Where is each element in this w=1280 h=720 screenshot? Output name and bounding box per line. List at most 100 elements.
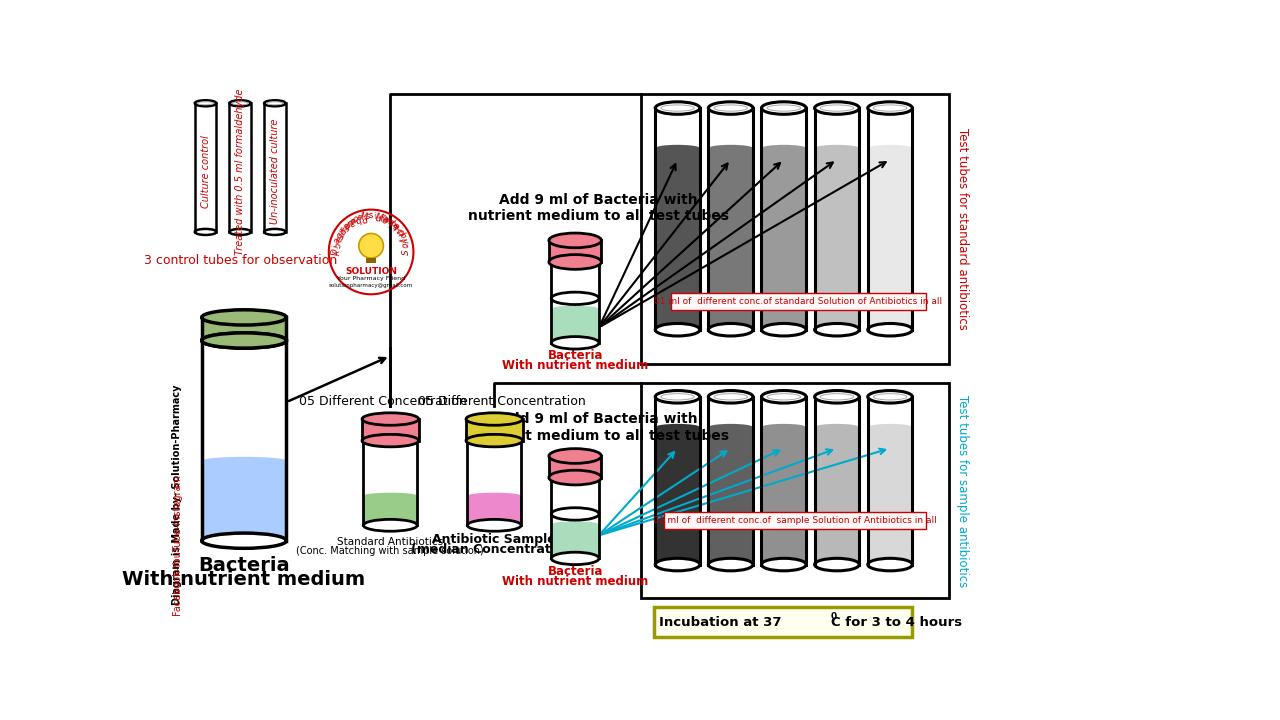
Bar xyxy=(655,397,700,564)
Bar xyxy=(467,441,521,526)
Ellipse shape xyxy=(709,324,753,336)
Ellipse shape xyxy=(195,100,216,107)
Text: y: y xyxy=(399,236,410,244)
Text: y: y xyxy=(338,225,348,234)
Polygon shape xyxy=(202,341,287,541)
Bar xyxy=(814,108,859,330)
Ellipse shape xyxy=(202,333,287,348)
Text: M: M xyxy=(375,212,384,223)
Text: Diagram is Made by- Solution-Pharmacy: Diagram is Made by- Solution-Pharmacy xyxy=(172,384,182,605)
Ellipse shape xyxy=(364,520,417,531)
Text: d: d xyxy=(385,217,396,228)
Polygon shape xyxy=(552,262,599,298)
Ellipse shape xyxy=(655,102,700,114)
Text: i: i xyxy=(360,213,365,222)
Text: Test tubes for standard antibiotics: Test tubes for standard antibiotics xyxy=(956,128,969,330)
Ellipse shape xyxy=(229,229,251,235)
FancyBboxPatch shape xyxy=(640,383,948,598)
Text: a: a xyxy=(342,221,352,231)
Text: -: - xyxy=(401,243,411,248)
Text: Bacteria: Bacteria xyxy=(548,349,603,362)
Ellipse shape xyxy=(815,145,859,151)
Text: u: u xyxy=(396,228,406,237)
Ellipse shape xyxy=(364,435,417,446)
Bar xyxy=(655,148,699,330)
Bar xyxy=(366,258,376,264)
Ellipse shape xyxy=(708,558,753,571)
Text: m: m xyxy=(346,216,358,228)
Bar xyxy=(362,419,419,441)
Text: l: l xyxy=(399,235,408,241)
Ellipse shape xyxy=(552,552,599,564)
Ellipse shape xyxy=(762,323,806,336)
Text: Incubation at 37: Incubation at 37 xyxy=(659,616,782,629)
Bar xyxy=(264,103,285,232)
Ellipse shape xyxy=(467,519,521,531)
Bar xyxy=(195,103,216,232)
Bar xyxy=(552,309,599,343)
Text: solutionpharmacy@gmail.com: solutionpharmacy@gmail.com xyxy=(329,282,413,287)
Text: i: i xyxy=(388,218,394,227)
Text: a: a xyxy=(347,217,356,228)
FancyBboxPatch shape xyxy=(654,607,911,637)
Text: Test tubes for sample antibiotics: Test tubes for sample antibiotics xyxy=(956,395,969,587)
Text: m: m xyxy=(378,212,388,223)
Ellipse shape xyxy=(815,559,859,571)
Bar xyxy=(549,240,602,262)
Ellipse shape xyxy=(868,558,913,571)
Ellipse shape xyxy=(814,102,859,114)
Text: b: b xyxy=(340,221,351,232)
Text: S: S xyxy=(402,249,411,255)
Bar xyxy=(708,108,753,330)
Ellipse shape xyxy=(655,323,700,336)
Text: y: y xyxy=(332,249,340,255)
Ellipse shape xyxy=(709,424,753,430)
Text: i: i xyxy=(332,244,340,248)
Ellipse shape xyxy=(815,424,859,430)
Ellipse shape xyxy=(762,390,806,403)
Bar xyxy=(364,495,417,526)
Ellipse shape xyxy=(762,559,806,571)
Bar xyxy=(762,397,806,564)
Bar xyxy=(467,495,521,526)
Ellipse shape xyxy=(655,559,699,571)
Bar xyxy=(868,427,913,564)
Text: -: - xyxy=(335,229,346,236)
Ellipse shape xyxy=(552,472,599,484)
Bar xyxy=(466,419,522,441)
Ellipse shape xyxy=(552,337,599,348)
Ellipse shape xyxy=(202,456,285,464)
Ellipse shape xyxy=(708,390,753,403)
Ellipse shape xyxy=(655,390,700,403)
Text: b: b xyxy=(397,230,407,240)
Text: 0: 0 xyxy=(831,612,837,621)
Ellipse shape xyxy=(467,520,521,531)
Ellipse shape xyxy=(552,508,599,520)
Circle shape xyxy=(358,233,384,258)
Bar xyxy=(868,397,913,564)
Text: g: g xyxy=(334,230,346,240)
Ellipse shape xyxy=(762,424,806,430)
Ellipse shape xyxy=(814,323,859,336)
Text: i: i xyxy=(396,226,403,233)
Text: a: a xyxy=(333,236,343,245)
Ellipse shape xyxy=(868,145,913,151)
Ellipse shape xyxy=(762,558,806,571)
Text: 05 Different Concentration: 05 Different Concentration xyxy=(419,395,586,408)
Text: Un-inoculated culture: Un-inoculated culture xyxy=(270,119,280,224)
Ellipse shape xyxy=(708,102,753,114)
Bar xyxy=(549,456,602,477)
Ellipse shape xyxy=(229,100,251,107)
Text: o: o xyxy=(401,241,411,248)
Ellipse shape xyxy=(815,324,859,336)
Ellipse shape xyxy=(868,424,913,430)
Ellipse shape xyxy=(814,390,859,403)
Ellipse shape xyxy=(814,558,859,571)
Bar xyxy=(868,148,913,330)
Text: Your Pharmacy Friend: Your Pharmacy Friend xyxy=(337,276,406,282)
Text: (Conc. Matching with sample solution): (Conc. Matching with sample solution) xyxy=(297,546,484,556)
Bar xyxy=(815,427,859,564)
Text: D: D xyxy=(332,248,340,256)
Bar xyxy=(552,524,599,559)
Text: 01 ml of  different conc.of  sample Solution of Antibiotics in all: 01 ml of different conc.of sample Soluti… xyxy=(653,516,937,525)
